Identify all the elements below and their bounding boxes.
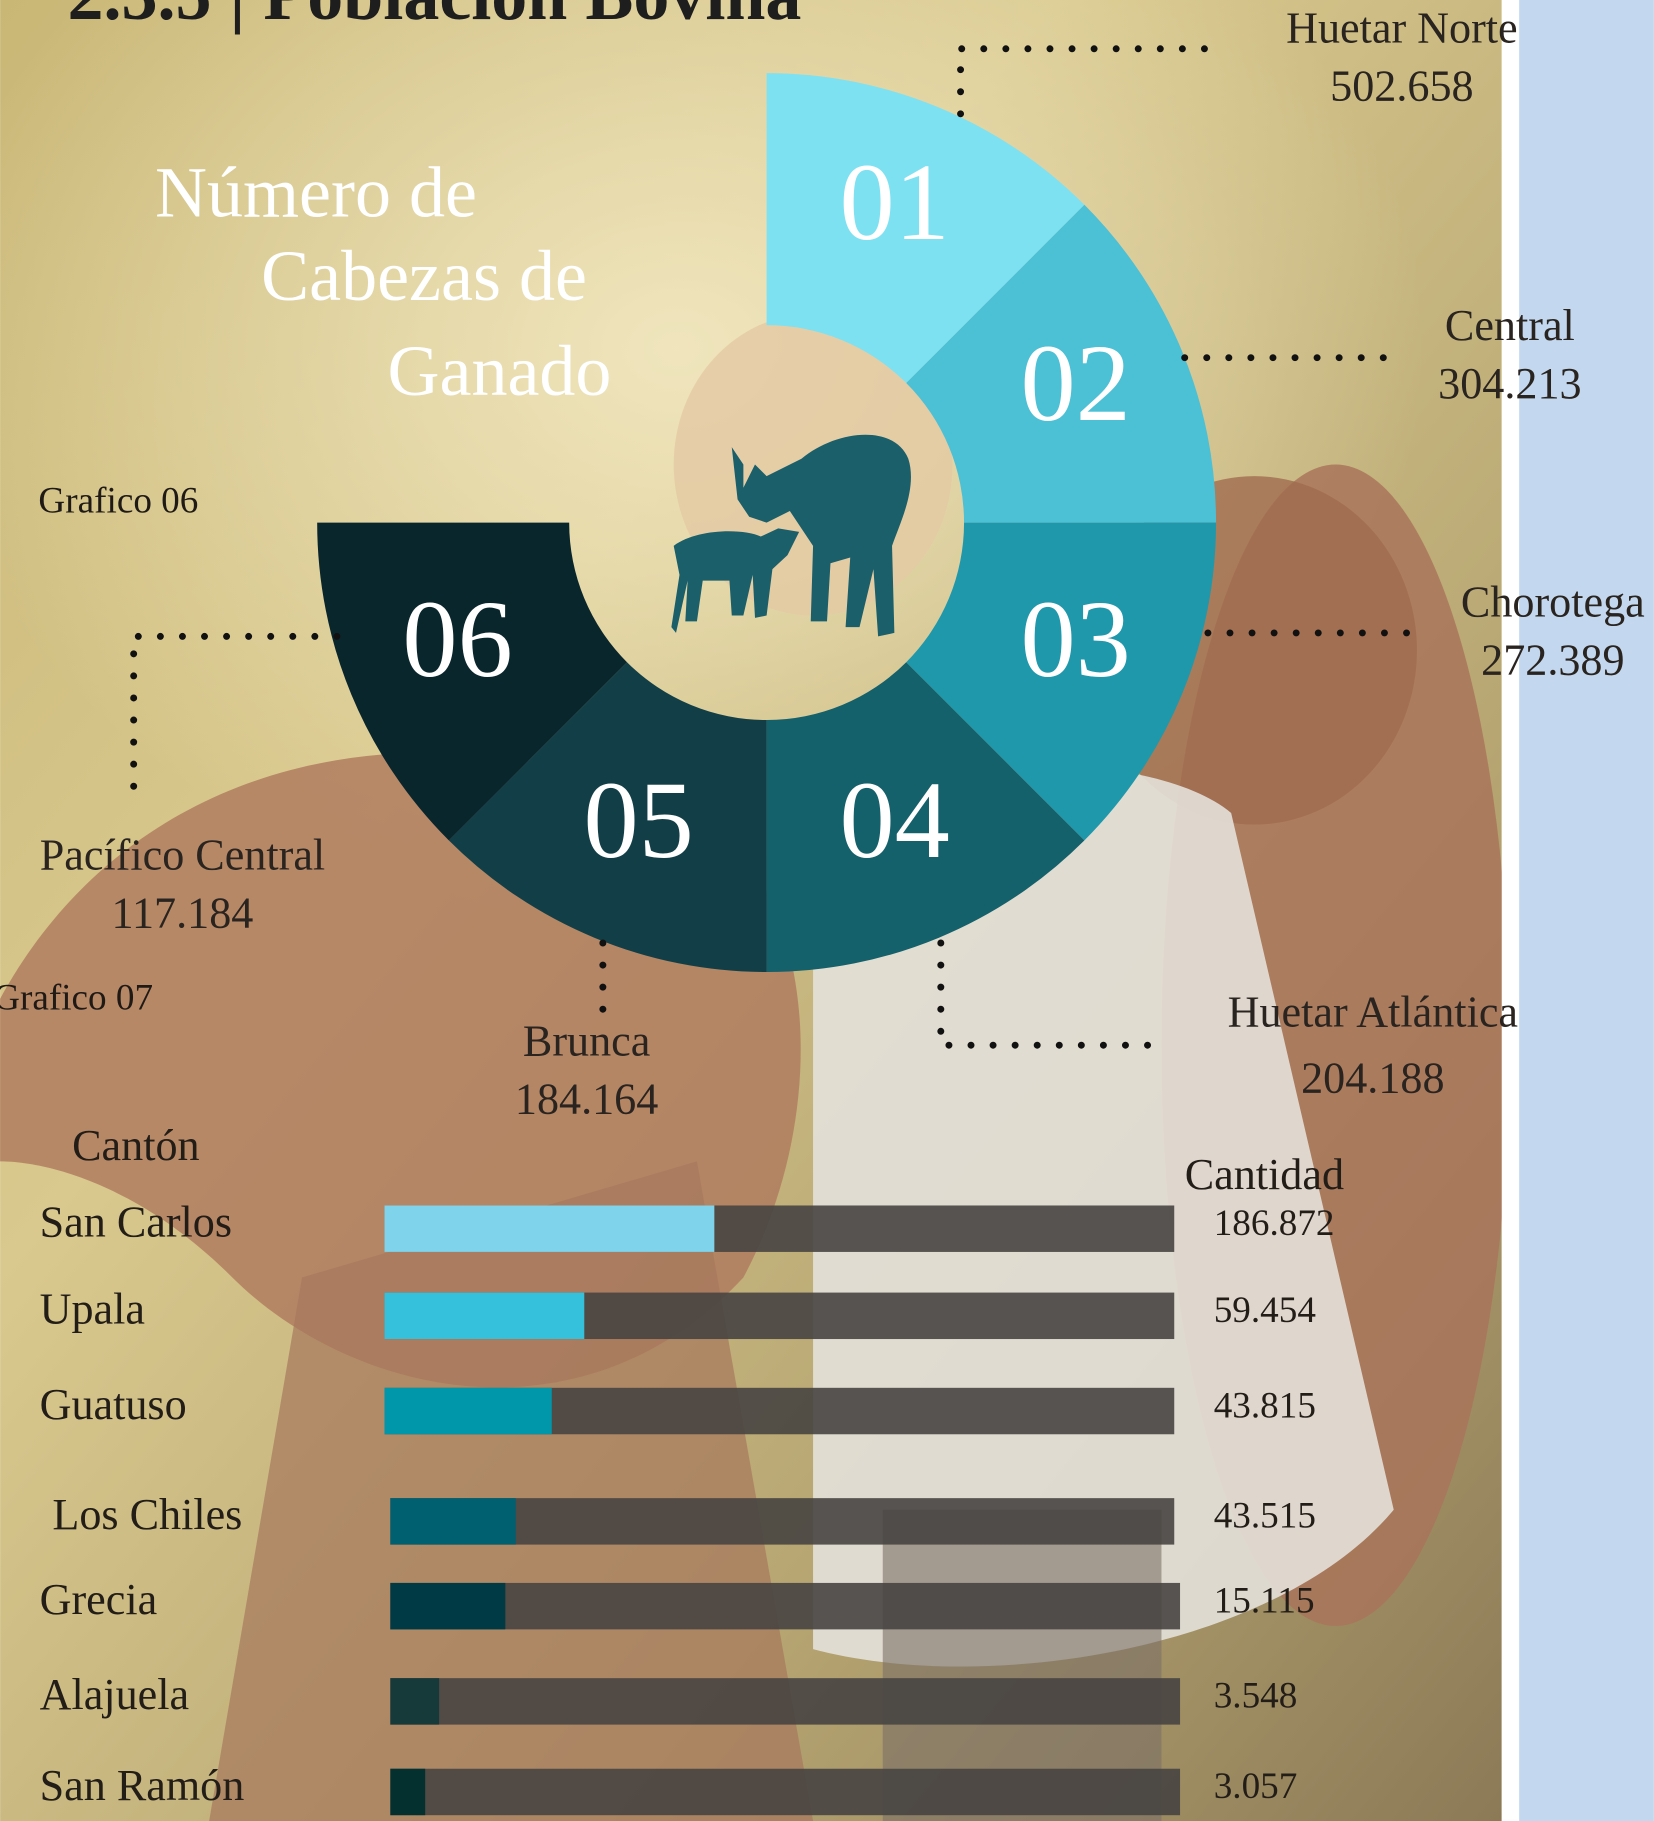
bar-table: San Carlos 186.872 Upala 59.454 Guatuso 43.81… — [40, 1198, 1335, 1816]
bar-track — [390, 1768, 1181, 1816]
cow-icon — [671, 434, 911, 637]
region-value: 272.389 — [1481, 635, 1624, 684]
canton-name: Guatuso — [40, 1380, 187, 1429]
leader-lines — [130, 45, 1412, 1049]
bar-track — [390, 1582, 1181, 1630]
canton-name: San Ramón — [40, 1761, 245, 1810]
ring-segment — [448, 662, 767, 973]
canton-value: 43.815 — [1214, 1385, 1316, 1426]
region-value: 184.164 — [515, 1074, 658, 1123]
ring-segment — [906, 522, 1217, 841]
side-panel — [1519, 0, 1654, 1821]
canton-value: 186.872 — [1214, 1203, 1335, 1244]
segment-number: 02 — [1020, 322, 1130, 444]
leader-line — [130, 632, 341, 811]
region-value: 117.184 — [112, 889, 254, 938]
segment-number: 05 — [583, 759, 693, 881]
bar-track — [390, 1678, 1181, 1725]
canton-name: Upala — [40, 1285, 145, 1334]
bar-fill — [384, 1387, 552, 1435]
chart-caption: Grafico 07 — [0, 978, 153, 1019]
bar-fill — [390, 1498, 516, 1545]
chart-caption: Grafico 06 — [38, 481, 198, 522]
region-value: 502.658 — [1330, 62, 1473, 111]
gutter — [1501, 0, 1520, 1821]
segment-number: 06 — [402, 578, 512, 700]
ring-title-line: Ganado — [388, 331, 612, 411]
segment-number: 04 — [839, 759, 949, 881]
region-value: 304.213 — [1438, 359, 1581, 408]
ring-segment — [906, 204, 1217, 523]
canton-value: 3.057 — [1214, 1766, 1298, 1807]
bar-fill — [390, 1678, 440, 1725]
bar-fill — [390, 1768, 426, 1816]
canton-value: 15.115 — [1214, 1580, 1315, 1621]
ring-segment — [766, 73, 1085, 384]
segment-number: 03 — [1020, 578, 1130, 700]
region-name: Huetar Atlántica — [1228, 987, 1518, 1036]
ring-segment — [766, 662, 1085, 973]
canton-name: San Carlos — [40, 1198, 232, 1247]
region-name: Chorotega — [1461, 577, 1645, 626]
region-name: Huetar Norte — [1286, 4, 1518, 53]
page-title: 2.3.5 | Población Bovina — [67, 0, 801, 35]
bar-fill — [384, 1205, 715, 1252]
canton-name: Los Chiles — [52, 1490, 242, 1539]
ring-chart: 01 02 03 04 05 06 — [317, 73, 1217, 973]
region-value: 204.188 — [1301, 1054, 1444, 1103]
leader-line — [937, 939, 1154, 1049]
ring-segment — [317, 522, 628, 841]
bar-fill — [384, 1292, 585, 1340]
column-header: Cantidad — [1185, 1150, 1344, 1199]
ring-title-line: Cabezas de — [261, 236, 587, 316]
bar-track — [390, 1498, 1175, 1545]
region-name: Pacífico Central — [40, 831, 325, 880]
leader-line — [957, 45, 1212, 118]
canton-value: 3.548 — [1214, 1676, 1298, 1717]
ring-title: Número de Cabezas de Ganado — [155, 152, 611, 411]
region-name: Brunca — [523, 1016, 650, 1065]
canton-name: Alajuela — [40, 1670, 189, 1719]
region-name: Central — [1445, 301, 1575, 350]
bar-fill — [390, 1582, 506, 1630]
segment-number: 01 — [839, 141, 949, 263]
region-labels: Huetar Norte 502.658 Central 304.213 Chorote… — [40, 4, 1645, 1124]
column-header: Cantón — [72, 1121, 199, 1170]
canton-name: Grecia — [40, 1575, 158, 1624]
canton-value: 43.515 — [1214, 1496, 1316, 1537]
ring-title-line: Número de — [155, 152, 477, 232]
canton-value: 59.454 — [1214, 1290, 1316, 1331]
